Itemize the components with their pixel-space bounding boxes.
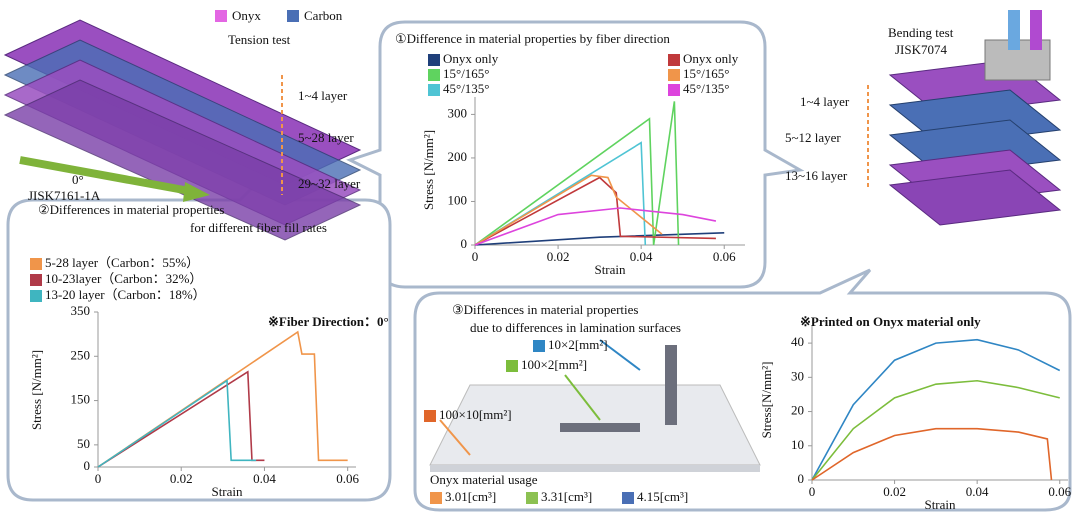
legend-label: 100×10[mm²] bbox=[439, 407, 512, 422]
y-tick-label: 250 bbox=[71, 347, 91, 362]
usage-swatch bbox=[526, 492, 538, 504]
legend-label: 15°/165° bbox=[443, 66, 490, 81]
usage-swatch bbox=[430, 492, 442, 504]
x-tick-label: 0 bbox=[95, 471, 102, 486]
legend-swatch bbox=[533, 340, 545, 352]
x-axis-label: Strain bbox=[594, 262, 626, 277]
chart-title: ②Differences in material properties bbox=[38, 202, 224, 217]
y-tick-label: 0 bbox=[84, 458, 91, 473]
legend-label: 45°/135° bbox=[683, 81, 730, 96]
y-tick-label: 350 bbox=[71, 303, 91, 318]
legend-swatch bbox=[30, 274, 42, 286]
layer-label: 1~4 layer bbox=[800, 94, 850, 109]
legend-label: 10-23layer（Carbon：32%） bbox=[45, 271, 202, 286]
legend-label: 100×2[mm²] bbox=[521, 357, 587, 372]
legend-label: 10×2[mm²] bbox=[548, 337, 608, 352]
fiber-angle: 0° bbox=[72, 172, 84, 187]
legend-swatch bbox=[424, 410, 436, 422]
test-title: Bending test bbox=[888, 25, 954, 40]
legend-swatch bbox=[668, 69, 680, 81]
y-axis-label: Stress[N/mm²] bbox=[759, 362, 774, 439]
legend-label: Onyx only bbox=[443, 51, 499, 66]
usage-label: 3.31[cm³] bbox=[541, 489, 592, 504]
legend-label: 45°/135° bbox=[443, 81, 490, 96]
layer-label: 13~16 layer bbox=[785, 168, 848, 183]
legend-label: 15°/165° bbox=[683, 66, 730, 81]
x-axis-label: Strain bbox=[211, 484, 243, 499]
y-tick-label: 150 bbox=[71, 392, 91, 407]
legend-swatch bbox=[30, 258, 42, 270]
chart-title: ③Differences in material properties bbox=[452, 302, 638, 317]
x-tick-label: 0.02 bbox=[170, 471, 193, 486]
legend-label: Onyx bbox=[232, 8, 261, 23]
y-tick-label: 30 bbox=[791, 368, 804, 383]
legend-swatch bbox=[215, 10, 227, 22]
x-tick-label: 0.06 bbox=[1048, 484, 1071, 499]
x-tick-label: 0 bbox=[472, 249, 479, 264]
layer-label: 29~32 layer bbox=[298, 176, 361, 191]
usage-label: 4.15[cm³] bbox=[637, 489, 688, 504]
legend-swatch bbox=[668, 54, 680, 66]
x-tick-label: 0.04 bbox=[630, 249, 653, 264]
test-title: Tension test bbox=[228, 32, 291, 47]
legend-swatch bbox=[506, 360, 518, 372]
x-tick-label: 0 bbox=[809, 484, 816, 499]
x-tick-label: 0.04 bbox=[966, 484, 989, 499]
legend-label: 13-20 layer（Carbon：18%） bbox=[45, 287, 206, 302]
legend-swatch bbox=[668, 84, 680, 96]
usage-swatch bbox=[622, 492, 634, 504]
y-tick-label: 0 bbox=[798, 471, 805, 486]
annotation: ※Fiber Direction：0° bbox=[268, 314, 389, 329]
x-tick-label: 0.04 bbox=[253, 471, 276, 486]
y-tick-label: 10 bbox=[791, 437, 804, 452]
legend-swatch bbox=[428, 69, 440, 81]
legend-swatch bbox=[428, 54, 440, 66]
y-axis-label: Stress [N/mm²] bbox=[421, 130, 436, 210]
chart-subtitle: for different fiber fill rates bbox=[190, 220, 327, 235]
y-tick-label: 50 bbox=[77, 436, 90, 451]
y-tick-label: 0 bbox=[461, 236, 468, 251]
legend-label: Onyx only bbox=[683, 51, 739, 66]
y-tick-label: 40 bbox=[791, 334, 804, 349]
x-tick-label: 0.06 bbox=[336, 471, 359, 486]
layer-label: 5~28 layer bbox=[298, 130, 354, 145]
figure: Onyx Carbon Tension test 1~4 layer 5~28 … bbox=[0, 0, 1077, 514]
legend-label: Carbon bbox=[304, 8, 343, 23]
x-tick-label: 0.02 bbox=[547, 249, 570, 264]
y-tick-label: 20 bbox=[791, 403, 804, 418]
test-standard: JISK7161-1A bbox=[28, 188, 101, 203]
usage-title: Onyx material usage bbox=[430, 472, 538, 487]
y-tick-label: 300 bbox=[448, 105, 468, 120]
legend-swatch bbox=[30, 290, 42, 302]
x-tick-label: 0.06 bbox=[713, 249, 736, 264]
x-tick-label: 0.02 bbox=[883, 484, 906, 499]
x-axis-label: Strain bbox=[924, 497, 956, 512]
test-standard: JISK7074 bbox=[895, 42, 948, 57]
layer-label: 5~12 layer bbox=[785, 130, 841, 145]
usage-label: 3.01[cm³] bbox=[445, 489, 496, 504]
y-axis-label: Stress [N/mm²] bbox=[29, 350, 44, 430]
legend-label: 5-28 layer（Carbon：55%） bbox=[45, 255, 199, 270]
chart-title: ①Difference in material properties by fi… bbox=[395, 31, 670, 46]
y-tick-label: 100 bbox=[448, 192, 468, 207]
legend-swatch bbox=[428, 84, 440, 96]
layer-label: 1~4 layer bbox=[298, 88, 348, 103]
chart-subtitle: due to differences in lamination surface… bbox=[470, 320, 681, 335]
annotation: ※Printed on Onyx material only bbox=[800, 314, 981, 329]
legend-swatch bbox=[287, 10, 299, 22]
y-tick-label: 200 bbox=[448, 149, 468, 164]
